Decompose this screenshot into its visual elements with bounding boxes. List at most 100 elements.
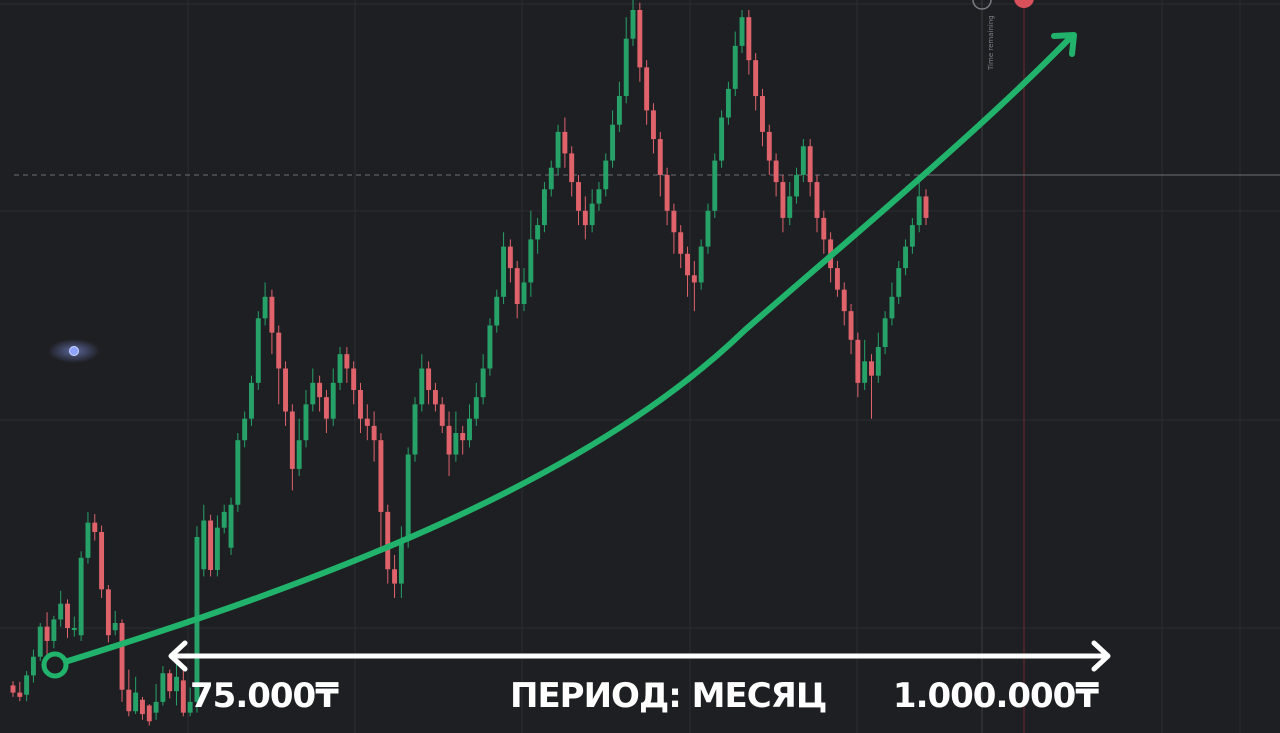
trend-start-circle bbox=[41, 651, 69, 679]
candle-down bbox=[378, 440, 384, 512]
candle-down bbox=[446, 425, 452, 455]
candle-down bbox=[514, 268, 520, 304]
candle-down bbox=[753, 60, 759, 97]
candle-up bbox=[221, 511, 227, 528]
candle-up bbox=[630, 10, 636, 39]
candle-down bbox=[562, 131, 568, 154]
candle-up bbox=[255, 318, 261, 383]
candle-down bbox=[10, 685, 16, 693]
candle-up bbox=[58, 603, 64, 620]
candle-down bbox=[923, 196, 929, 218]
candle-down bbox=[65, 603, 70, 629]
candle-down bbox=[92, 522, 98, 532]
candle-down bbox=[848, 311, 854, 340]
candle-up bbox=[589, 203, 595, 226]
candle-up bbox=[174, 676, 179, 692]
candle-up bbox=[732, 45, 738, 89]
candle-up bbox=[501, 246, 507, 297]
candle-down bbox=[671, 210, 677, 233]
candle-down bbox=[664, 174, 670, 211]
candle-up bbox=[405, 454, 411, 541]
candle-up bbox=[548, 167, 554, 190]
candle-up bbox=[610, 124, 616, 161]
candle-up bbox=[201, 520, 207, 570]
candle-up bbox=[882, 318, 888, 347]
candle-up bbox=[249, 382, 254, 419]
candle-down bbox=[426, 368, 432, 391]
candle-down bbox=[439, 404, 445, 426]
candle-up bbox=[37, 626, 43, 657]
candle-up bbox=[467, 418, 472, 441]
candle-down bbox=[582, 210, 588, 226]
candle-up bbox=[541, 189, 547, 226]
candle-up bbox=[555, 131, 561, 168]
candle-up bbox=[453, 433, 459, 455]
candle-up bbox=[419, 368, 425, 405]
candle-up bbox=[412, 404, 418, 455]
candle-down bbox=[17, 692, 23, 697]
candle-up bbox=[616, 96, 622, 125]
candle-down bbox=[651, 110, 656, 140]
candle-down bbox=[344, 354, 350, 369]
candle-up bbox=[528, 239, 534, 283]
candle-up bbox=[85, 522, 91, 558]
candle-up bbox=[71, 628, 77, 631]
candle-down bbox=[289, 411, 295, 469]
candle-up bbox=[521, 282, 527, 304]
candle-up bbox=[296, 440, 302, 469]
candle-up bbox=[596, 189, 602, 204]
candle-down bbox=[44, 626, 50, 641]
candle-up bbox=[719, 117, 725, 161]
candle-down bbox=[766, 131, 772, 161]
candle-up bbox=[487, 325, 493, 369]
candle-down bbox=[317, 382, 323, 398]
candle-up bbox=[903, 246, 909, 269]
candle-down bbox=[834, 268, 840, 290]
candle-down bbox=[358, 390, 363, 419]
candle-down bbox=[807, 146, 813, 183]
trend-arrow-head bbox=[1051, 32, 1077, 57]
candle-up bbox=[875, 346, 881, 376]
candle-down bbox=[685, 253, 690, 276]
candle-up bbox=[794, 174, 799, 197]
candle-up bbox=[235, 440, 241, 505]
candle-down bbox=[364, 418, 370, 426]
candle-down bbox=[773, 160, 779, 183]
period-arrow-left-head bbox=[168, 640, 188, 672]
price-dot bbox=[69, 346, 79, 356]
candle-down bbox=[276, 332, 282, 369]
candle-down bbox=[841, 289, 847, 312]
candle-up bbox=[916, 196, 922, 226]
candle-up bbox=[242, 418, 248, 441]
candle-up bbox=[398, 540, 404, 584]
period-arrow-right-head bbox=[1091, 640, 1111, 672]
candle-down bbox=[576, 182, 581, 211]
candle-up bbox=[603, 160, 609, 190]
candle-down bbox=[119, 623, 125, 690]
candle-down bbox=[371, 425, 377, 441]
candle-down bbox=[126, 689, 132, 712]
candle-up bbox=[337, 354, 343, 383]
candle-up bbox=[739, 17, 745, 46]
timer-marker bbox=[972, 0, 992, 10]
candle-up bbox=[24, 675, 30, 695]
start-amount-label: 75.000₸ bbox=[190, 676, 339, 716]
candle-down bbox=[569, 153, 575, 183]
candle-up bbox=[160, 673, 166, 702]
trend-arrow-curve bbox=[52, 35, 1073, 668]
candle-up bbox=[153, 701, 159, 713]
candle-up bbox=[214, 527, 220, 570]
candle-down bbox=[180, 680, 186, 713]
candle-up bbox=[112, 623, 118, 631]
candle-down bbox=[657, 139, 663, 175]
candle-up bbox=[262, 296, 268, 319]
candle-up bbox=[330, 382, 336, 419]
candle-down bbox=[323, 397, 329, 419]
end-amount-label: 1.000.000₸ bbox=[893, 676, 1099, 716]
candle-down bbox=[140, 699, 145, 715]
time-remaining-label: Time remaining bbox=[987, 15, 995, 71]
candle-up bbox=[889, 296, 895, 319]
candle-up bbox=[303, 404, 309, 441]
candle-down bbox=[678, 232, 684, 254]
